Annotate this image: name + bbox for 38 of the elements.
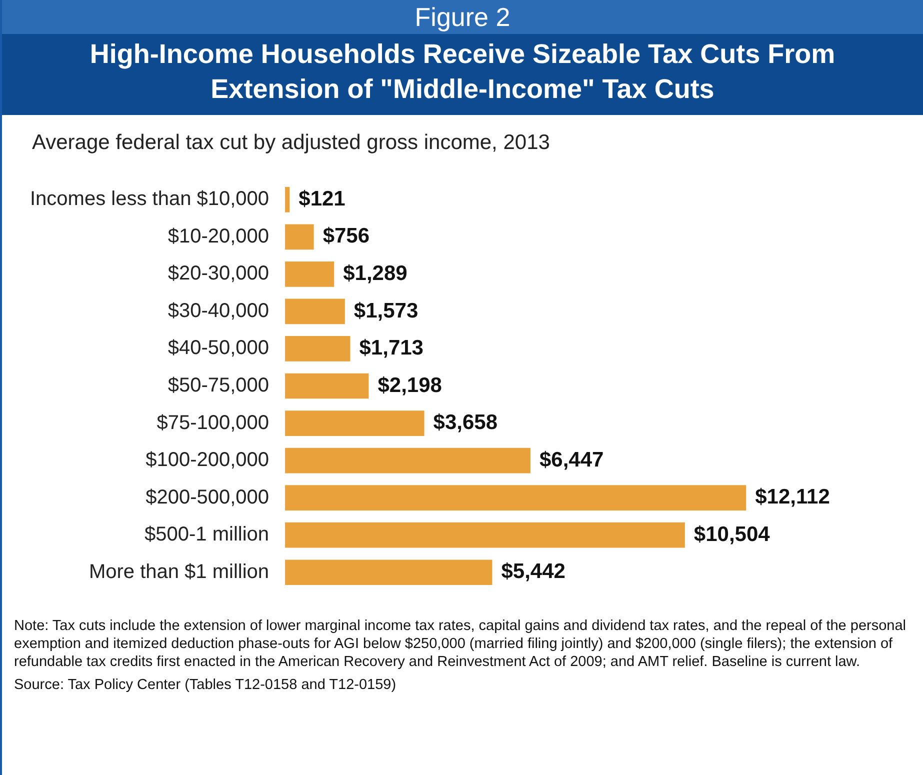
bar bbox=[285, 298, 345, 324]
data-label: $12,112 bbox=[755, 486, 830, 509]
data-label: $2,198 bbox=[378, 374, 442, 397]
data-label: $1,713 bbox=[359, 336, 424, 360]
bar bbox=[285, 262, 334, 287]
data-label: $121 bbox=[298, 187, 346, 210]
bar bbox=[285, 410, 424, 436]
data-label: $756 bbox=[322, 224, 370, 248]
y-tick-label: $500-1 million bbox=[144, 524, 270, 546]
source-note: Source: Tax Policy Center (Tables T12-0158 and T12-0159) bbox=[13, 676, 398, 693]
bar bbox=[285, 560, 492, 586]
text: Note: Tax cuts include the extension of lower marginal income tax rates, capital gains and dividend tax rates, and the repeal of the personal exemption and itemized deduction phase-outs for AGI below $250,000 (married filing jointly) and $200,000 (single filers); the extension of refundable tax credits first enacted in the American Recovery and Reinvestment Act of 2009; and AMT relief. Baseline is current law. bbox=[13, 617, 908, 671]
bar bbox=[285, 186, 290, 212]
y-tick-label: More than $1 million bbox=[88, 560, 270, 583]
y-tick-label: $30-40,000 bbox=[168, 300, 270, 322]
data-label: $10,504 bbox=[694, 522, 770, 546]
bar bbox=[285, 485, 746, 510]
y-tick-label: $20-30,000 bbox=[168, 262, 270, 285]
data-label: $1,289 bbox=[343, 262, 408, 285]
bar bbox=[285, 336, 350, 362]
y-tick-label: $50-75,000 bbox=[168, 374, 270, 397]
caption: Figure 2 bbox=[2, 0, 923, 34]
bar bbox=[285, 224, 314, 250]
bar bbox=[285, 522, 685, 548]
data-label: $1,573 bbox=[354, 299, 418, 322]
y-tick-label: $75-100,000 bbox=[156, 412, 270, 434]
chart-subtitle: Average federal tax cut by adjusted gross income, 2013 bbox=[31, 130, 551, 156]
y-tick-label: $200-500,000 bbox=[146, 486, 270, 508]
data-label: $3,658 bbox=[433, 411, 498, 434]
y-tick-label: Incomes less than $10,000 bbox=[30, 188, 270, 210]
data-label: $6,447 bbox=[539, 448, 604, 472]
y-tick-label: $100-200,000 bbox=[146, 449, 270, 472]
chart-title: High-Income Households Receive Sizeable Tax Cuts From Extension of "Middle-Income" Tax Cuts bbox=[2, 34, 923, 115]
y-tick-label: $40-50,000 bbox=[168, 337, 270, 360]
y-tick-label: $10-20,000 bbox=[168, 225, 270, 248]
bar bbox=[285, 448, 530, 474]
bar bbox=[285, 373, 369, 399]
data-label: $5,442 bbox=[501, 560, 566, 584]
